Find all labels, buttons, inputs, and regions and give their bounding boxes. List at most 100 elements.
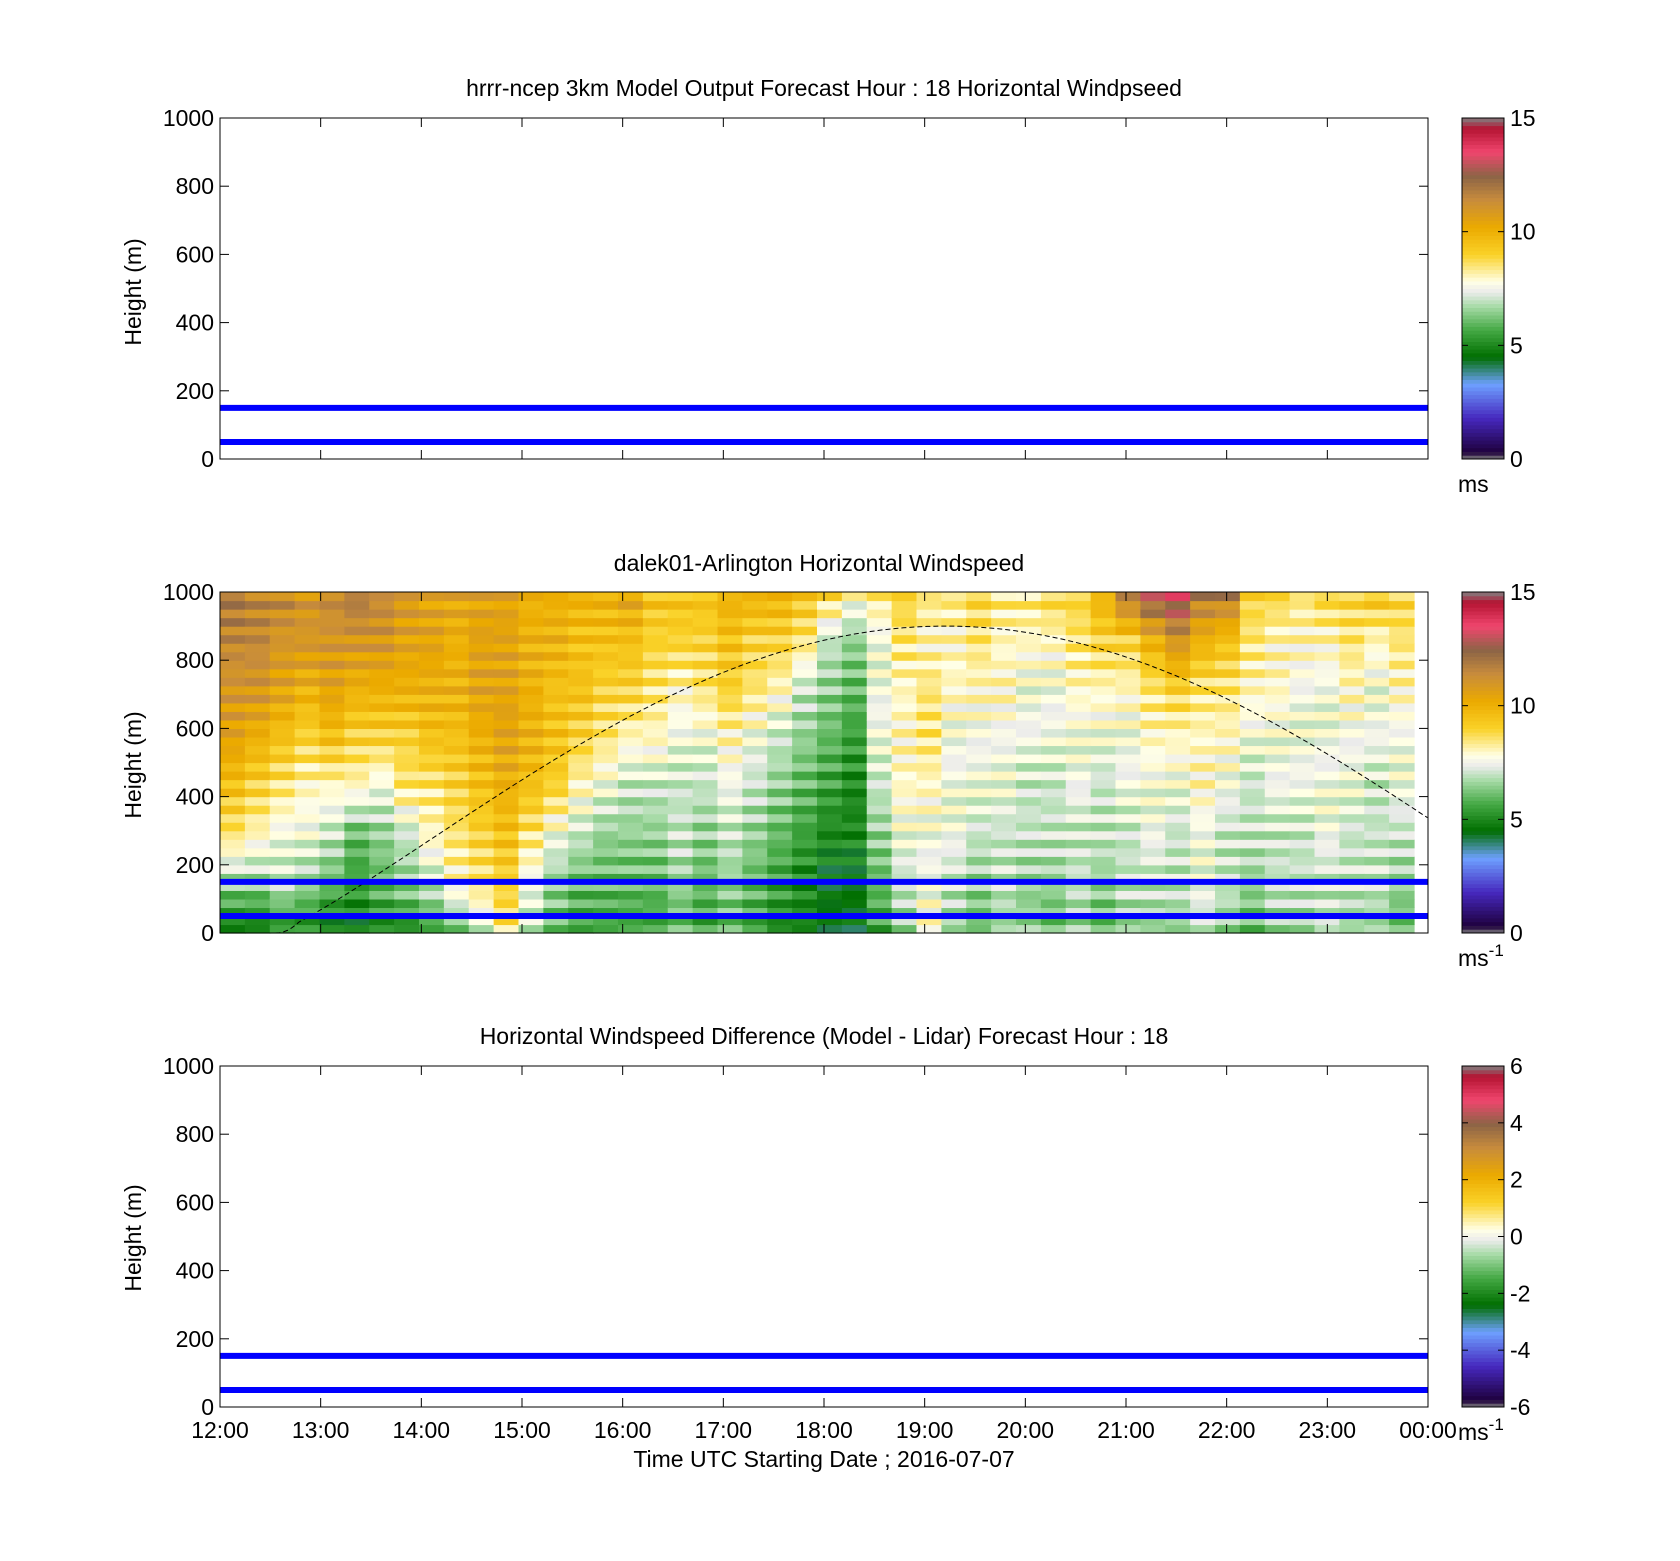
heatmap-cell — [568, 796, 594, 806]
heatmap-cell — [1215, 753, 1241, 764]
heatmap-cell — [792, 685, 818, 695]
heatmap-cell — [419, 779, 445, 789]
heatmap-cell — [891, 617, 918, 627]
heatmap-cell — [220, 592, 246, 602]
colorbar-segment — [1462, 876, 1504, 881]
heatmap-cell — [269, 856, 296, 866]
heatmap-cell — [1239, 890, 1266, 900]
heatmap-cell — [1165, 617, 1191, 627]
heatmap-cell — [618, 609, 644, 619]
heatmap-cell — [543, 677, 569, 687]
heatmap-cell — [593, 839, 619, 849]
heatmap-cell — [1065, 685, 1092, 695]
heatmap-cell — [891, 745, 918, 755]
heatmap-cell — [1289, 864, 1316, 874]
heatmap-cell — [269, 873, 296, 883]
heatmap-cell — [817, 677, 843, 687]
heatmap-cell — [618, 907, 644, 917]
heatmap-cell — [1314, 617, 1340, 627]
heatmap-cell — [244, 609, 271, 619]
heatmap-cell — [966, 660, 992, 670]
heatmap-cell — [667, 762, 694, 772]
heatmap-cell — [468, 762, 495, 772]
heatmap-cell — [941, 771, 967, 781]
reference-lines — [220, 878, 1428, 919]
colorbar-segment — [1462, 614, 1504, 620]
heatmap-cell — [344, 847, 370, 857]
heatmap-cell — [518, 626, 544, 636]
colorbar-segment — [1462, 758, 1504, 763]
y-tick-label: 1000 — [163, 105, 214, 131]
heatmap-cell — [618, 728, 644, 738]
heatmap-cell — [642, 736, 669, 747]
heatmap-cell — [792, 839, 818, 849]
heatmap-cell — [966, 736, 992, 747]
heatmap-cell — [269, 796, 296, 806]
heatmap-cell — [916, 634, 942, 644]
colorbar-segment — [1462, 1164, 1504, 1169]
heatmap-cell — [866, 898, 893, 909]
heatmap-cell — [1215, 711, 1241, 721]
heatmap-cell — [244, 753, 271, 764]
heatmap-cell — [1215, 651, 1241, 661]
heatmap-cell — [1289, 711, 1316, 721]
heatmap-cell — [443, 677, 470, 687]
heatmap-cell — [468, 736, 495, 747]
heatmap-cell — [941, 847, 967, 857]
colorbar-segment — [1462, 1175, 1504, 1181]
heatmap-cell — [1090, 873, 1117, 883]
heatmap-cell — [543, 702, 569, 712]
heatmap-cell — [1289, 915, 1316, 926]
heatmap-cell — [1215, 762, 1241, 772]
heatmap-cell — [991, 907, 1017, 917]
heatmap-cell — [1264, 736, 1291, 747]
heatmap-cell — [1314, 668, 1340, 678]
heatmap-cell — [692, 864, 719, 874]
heatmap-cell — [1364, 873, 1390, 883]
heatmap-cell — [269, 839, 296, 849]
heatmap-cell — [1016, 762, 1042, 772]
heatmap-cell — [742, 634, 768, 644]
heatmap-cell — [319, 839, 345, 849]
heatmap-cell — [294, 813, 321, 823]
heatmap-cell — [817, 864, 843, 874]
heatmap-cell — [1190, 805, 1216, 815]
heatmap-cell — [916, 643, 942, 653]
heatmap-cell — [518, 711, 544, 721]
colorbar-segment — [1462, 303, 1504, 308]
heatmap-cell — [543, 609, 569, 619]
heatmap-cell — [1364, 634, 1390, 644]
heatmap-cell — [220, 796, 246, 806]
heatmap-cell — [742, 592, 768, 602]
heatmap-cell — [1115, 796, 1141, 806]
heatmap-cell — [642, 907, 669, 917]
heatmap-cell — [966, 711, 992, 721]
heatmap-cell — [866, 890, 893, 900]
heatmap-cell — [1289, 788, 1316, 798]
heatmap-cell — [692, 898, 719, 909]
heatmap-cell — [1140, 753, 1166, 764]
heatmap-cell — [1239, 847, 1266, 857]
heatmap-cell — [767, 677, 793, 687]
heatmap-cell — [1040, 685, 1067, 695]
heatmap-cell — [916, 728, 942, 738]
heatmap-cell — [1215, 626, 1241, 636]
heatmap-cell — [543, 813, 569, 823]
difference-panel: Horizontal Windspeed Difference (Model -… — [120, 1023, 1531, 1472]
heatmap-cell — [1140, 864, 1166, 874]
heatmap-cell — [991, 890, 1017, 900]
heatmap-cell — [742, 745, 768, 755]
heatmap-cell — [717, 660, 743, 670]
heatmap-cell — [618, 600, 644, 610]
heatmap-cell — [1364, 592, 1390, 602]
heatmap-cell — [941, 745, 967, 755]
heatmap-cell — [468, 805, 495, 815]
heatmap-cell — [1314, 643, 1340, 653]
heatmap-cell — [1165, 643, 1191, 653]
heatmap-cell — [618, 643, 644, 653]
heatmap-cell — [543, 822, 569, 832]
heatmap-cell — [1215, 668, 1241, 678]
colorbar-tick-label: 10 — [1510, 693, 1536, 719]
heatmap-cell — [991, 711, 1017, 721]
heatmap-cell — [1239, 728, 1266, 738]
